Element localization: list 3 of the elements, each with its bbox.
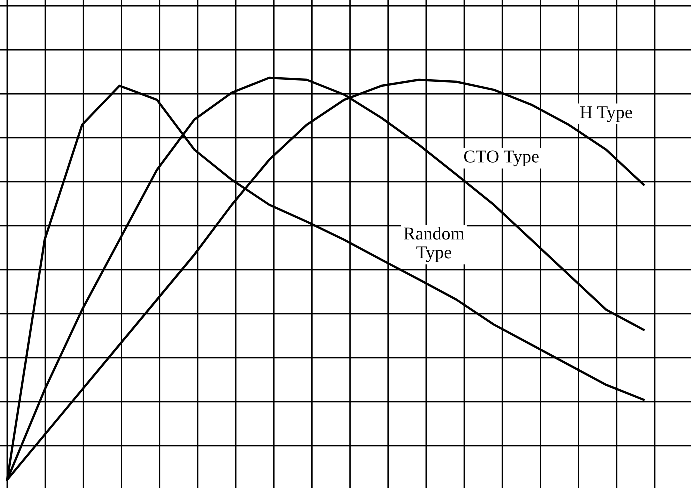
series-label: H Type bbox=[580, 106, 632, 122]
series-label: CTO Type bbox=[464, 150, 539, 167]
series-label: Random Type bbox=[404, 227, 465, 262]
